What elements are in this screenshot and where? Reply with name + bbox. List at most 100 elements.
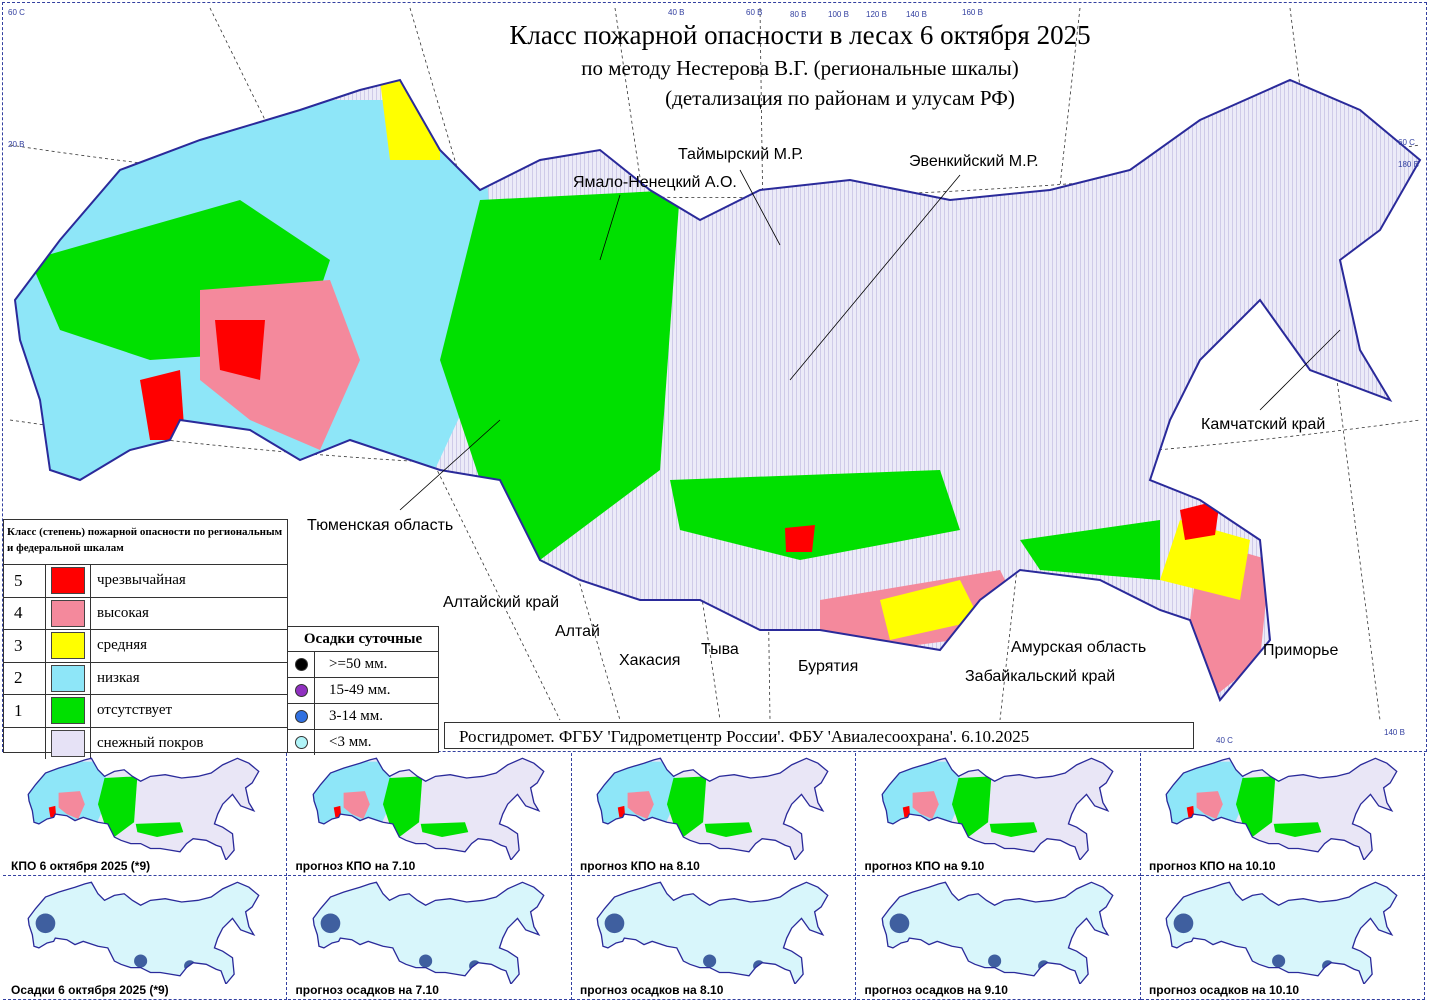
class-label: высокая	[97, 604, 149, 621]
precip-row: <3 мм.	[288, 730, 438, 755]
fire-forecast-thumbnail: прогноз КПО на 7.10	[287, 753, 572, 876]
coord-label: 20 В	[8, 140, 25, 149]
coord-label: 60 С	[1398, 138, 1415, 147]
color-swatch	[51, 632, 85, 660]
main-map	[9, 7, 1421, 721]
fire-class-legend: Класс (степень) пожарной опасности по ре…	[3, 519, 288, 759]
precip-row: 15-49 мм.	[288, 678, 438, 704]
class-label: чрезвычайная	[97, 572, 186, 589]
precip-forecast-thumbnail: прогноз осадков на 9.10	[856, 877, 1141, 1000]
region-label: Алтай	[555, 623, 600, 640]
precip-label: >=50 мм.	[329, 656, 388, 672]
region-label: Бурятия	[798, 658, 859, 675]
thumbnail-caption: Осадки 6 октября 2025 (*9)	[11, 983, 169, 997]
precip-label: 3-14 мм.	[329, 708, 383, 724]
thumbnail-map	[881, 757, 1114, 860]
dot-icon	[294, 710, 308, 723]
precip-forecast-thumbnail: прогноз осадков на 8.10	[572, 877, 856, 1000]
coord-label: 60 В	[746, 8, 763, 17]
thumbnail-caption: прогноз КПО на 10.10	[1149, 859, 1276, 873]
region-label: Ямало-Ненецкий А.О.	[573, 174, 737, 191]
precip-forecast-thumbnail: прогноз осадков на 7.10	[287, 877, 572, 1000]
precip-row: >=50 мм.	[288, 652, 438, 678]
legend-row: 3 средняя	[4, 630, 287, 663]
coord-label: 40 С	[1216, 736, 1233, 745]
coord-label: 120 В	[866, 10, 887, 19]
region-label: Эвенкийский М.Р.	[909, 153, 1039, 170]
thumbnail-map	[27, 881, 260, 984]
coord-label: 140 В	[906, 10, 927, 19]
thumbnail-map	[27, 757, 260, 860]
region-label: Тюменская область	[307, 517, 454, 534]
coord-label: 80 В	[790, 10, 807, 19]
coord-label: 140 В	[1384, 728, 1405, 737]
dot-icon	[294, 684, 308, 697]
thumbnail-map	[596, 757, 829, 860]
class-number: 5	[4, 565, 46, 597]
thumbnail-map	[881, 881, 1114, 984]
precip-label: <3 мм.	[329, 734, 372, 750]
coord-label: 180 В	[1398, 160, 1419, 169]
extreme-danger-area	[140, 370, 185, 440]
color-swatch	[51, 567, 85, 595]
dot-icon	[294, 736, 308, 749]
no-danger-area	[440, 190, 680, 560]
thumbnail-caption: прогноз КПО на 8.10	[580, 859, 700, 873]
class-label: снежный покров	[97, 734, 204, 751]
class-number: 2	[4, 662, 46, 694]
map-title: Класс пожарной опасности в лесах 6 октяб…	[509, 20, 1091, 50]
class-label: средняя	[97, 637, 148, 654]
class-number: 1	[4, 695, 46, 727]
precip-label: 15-49 мм.	[329, 682, 391, 698]
region-label: Алтайский край	[443, 594, 560, 611]
thumbnail-map	[1165, 881, 1398, 984]
region-label: Камчатский край	[1201, 416, 1326, 433]
legend-row: 5 чрезвычайная	[4, 565, 287, 598]
medium-danger-area	[880, 580, 980, 640]
thumbnail-caption: прогноз осадков на 7.10	[295, 983, 439, 997]
credit-text: Росгидромет. ФГБУ 'Гидрометцентр России'…	[444, 722, 1194, 749]
main-map-frame	[2, 2, 1427, 752]
class-label: отсутствует	[97, 702, 173, 719]
color-swatch	[51, 599, 85, 627]
map-subtitle: по методу Нестерова В.Г. (региональные ш…	[581, 56, 1019, 80]
precip-legend-title: Осадки суточные	[288, 627, 438, 652]
leader-lines	[399, 169, 1341, 511]
thumbnail-caption: прогноз осадков на 9.10	[864, 983, 1008, 997]
thumbnail-map	[596, 881, 829, 984]
region-label: Тыва	[701, 641, 739, 658]
coord-label: 40 В	[668, 8, 685, 17]
coord-label: 160 В	[962, 8, 983, 17]
precip-forecast-thumbnail: Осадки 6 октября 2025 (*9)	[3, 877, 287, 1000]
thumbnail-caption: прогноз КПО на 7.10	[295, 859, 416, 873]
coord-label: 100 В	[828, 10, 849, 19]
legend-row: 4 высокая	[4, 597, 287, 630]
fire-forecast-thumbnail: прогноз КПО на 8.10	[572, 753, 856, 876]
region-label: Амурская область	[1011, 639, 1147, 656]
region-label: Приморье	[1263, 642, 1339, 659]
map-subtitle-detail: (детализация по районам и улусам РФ)	[665, 86, 1015, 110]
dot-icon	[294, 658, 308, 671]
thumbnail-map	[312, 757, 545, 860]
class-number: 3	[4, 630, 46, 662]
region-label: Забайкальский край	[965, 668, 1116, 685]
legend-title: Класс (степень) пожарной опасности по ре…	[4, 520, 287, 565]
fire-forecast-thumbnail: прогноз КПО на 10.10	[1141, 753, 1425, 876]
precipitation-legend: Осадки суточные >=50 мм. 15-49 мм. 3-14 …	[287, 626, 439, 755]
fire-forecast-thumbnail: КПО 6 октября 2025 (*9)	[3, 753, 287, 876]
class-label: низкая	[97, 669, 140, 686]
class-number: 4	[4, 597, 46, 629]
thumbnail-caption: КПО 6 октября 2025 (*9)	[11, 859, 151, 873]
fire-forecast-thumbnail: прогноз КПО на 9.10	[856, 753, 1141, 876]
color-swatch	[51, 664, 85, 692]
thumbnail-map	[312, 881, 545, 984]
thumbnail-map	[1165, 757, 1398, 860]
precip-row: 3-14 мм.	[288, 704, 438, 730]
precip-forecast-thumbnail: прогноз осадков на 10.10	[1141, 877, 1425, 1000]
color-swatch	[51, 697, 85, 725]
legend-row: 2 низкая	[4, 662, 287, 695]
coord-label: 60 С	[8, 8, 25, 17]
color-swatch	[51, 729, 85, 757]
region-label: Таймырский М.Р.	[678, 146, 804, 163]
